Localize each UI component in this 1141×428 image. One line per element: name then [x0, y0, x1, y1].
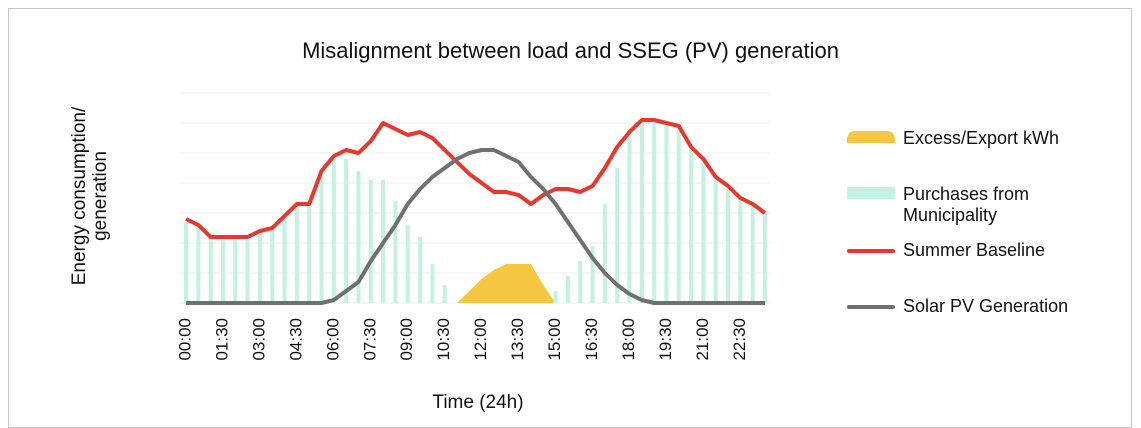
- bar: [565, 276, 570, 303]
- bar: [368, 180, 373, 303]
- x-tick-label: 22:30: [730, 318, 749, 361]
- x-axis-label: Time (24h): [432, 392, 524, 413]
- bar: [356, 171, 361, 303]
- x-tick-label: 09:00: [397, 318, 416, 361]
- x-tick-label: 07:30: [360, 318, 379, 361]
- bar: [418, 237, 423, 303]
- legend-item: Summer Baseline: [847, 240, 1123, 261]
- x-tick-label: 15:00: [545, 318, 564, 361]
- x-tick-label: 06:00: [323, 318, 342, 361]
- legend-swatch: [847, 305, 895, 309]
- bar: [270, 228, 275, 303]
- bar: [664, 126, 669, 303]
- bar: [676, 129, 681, 303]
- bar: [307, 207, 312, 303]
- legend-label: Excess/Export kWh: [903, 128, 1060, 148]
- bar: [430, 264, 435, 303]
- legend-item: Purchases from Municipality: [847, 184, 1123, 226]
- bar: [615, 168, 620, 303]
- x-tick-label: 21:00: [693, 318, 712, 361]
- bar: [294, 207, 299, 303]
- area: [457, 264, 556, 303]
- legend-swatch: [847, 187, 895, 199]
- bar: [257, 234, 262, 303]
- bar: [220, 240, 225, 303]
- bar: [184, 222, 188, 303]
- line: [185, 118, 767, 239]
- x-tick-label: 04:30: [286, 318, 305, 361]
- bar: [738, 198, 743, 303]
- bar: [319, 177, 324, 303]
- bar: [196, 228, 201, 303]
- bar: [442, 285, 447, 303]
- legend-label: Summer Baseline: [903, 240, 1046, 260]
- x-tick-label: 10:30: [434, 318, 453, 361]
- x-tick-label: 00:00: [175, 318, 194, 361]
- bar: [578, 261, 583, 303]
- legend-item: Solar PV Generation: [847, 296, 1123, 317]
- bar: [652, 123, 657, 303]
- legend-label: Solar PV Generation: [903, 296, 1069, 316]
- plot: 00:00 01:30 03:00 04:30 06:00 07:30 09:00 10:30…: [175, 92, 770, 361]
- x-tick-label: 01:30: [212, 318, 231, 361]
- bar: [393, 201, 398, 303]
- bar: [750, 207, 755, 303]
- bar: [590, 246, 595, 303]
- bar: [553, 291, 558, 303]
- legend-swatch: [847, 131, 895, 143]
- bar: [726, 189, 731, 303]
- bar: [639, 123, 644, 303]
- legend-item: Excess/Export kWh: [847, 128, 1123, 149]
- x-tick-label: 16:30: [582, 318, 601, 361]
- x-tick-label: 13:30: [508, 318, 527, 361]
- bar: [763, 213, 767, 303]
- bar: [208, 237, 213, 303]
- line: [186, 148, 765, 305]
- bar: [331, 159, 336, 303]
- bar: [701, 162, 706, 303]
- bar: [233, 240, 238, 303]
- bar: [245, 240, 250, 303]
- chart-title: Misalignment between load and SSEG (PV) …: [302, 38, 839, 63]
- bar: [405, 225, 410, 303]
- bar: [602, 204, 607, 303]
- bar: [713, 177, 718, 303]
- legend-label: Purchases from Municipality: [903, 184, 1030, 225]
- bar: [282, 219, 287, 303]
- bar: [689, 150, 694, 303]
- x-tick-label: 18:00: [619, 318, 638, 361]
- x-tick-label: 03:00: [249, 318, 268, 361]
- bar: [344, 159, 349, 303]
- bar: [627, 129, 632, 303]
- x-tick-label: 19:30: [656, 318, 675, 361]
- x-tick-label: 12:00: [471, 318, 490, 361]
- legend-swatch: [847, 249, 895, 253]
